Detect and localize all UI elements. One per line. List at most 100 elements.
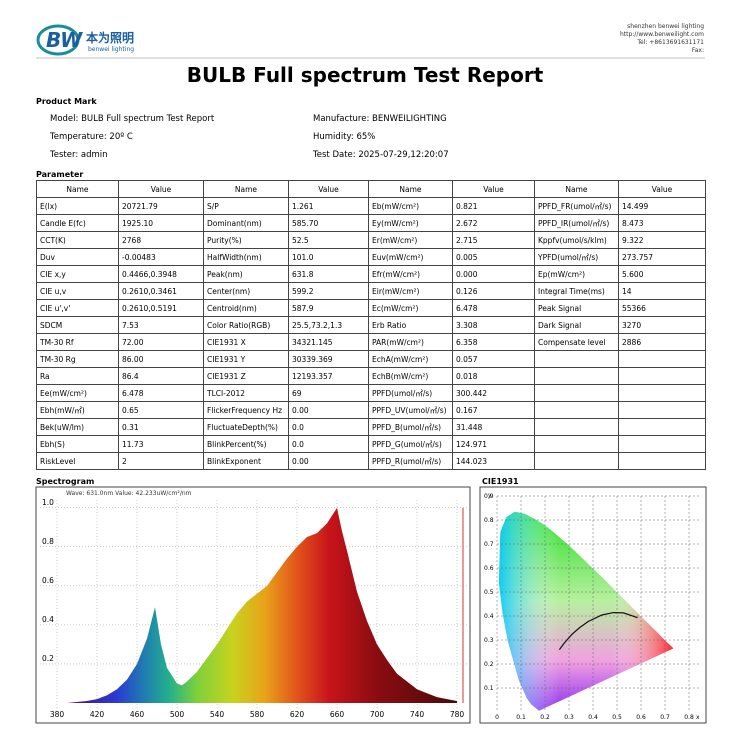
name-cell: Compensate level [534, 333, 619, 351]
value-cell: 0.167 [452, 401, 535, 419]
name-cell: EchA(mW/cm²) [368, 350, 453, 368]
value-cell: 9.322 [618, 231, 706, 249]
name-cell: Peak Signal [534, 299, 619, 317]
table-row: CCT(K) 2768 Purity(%) 52.5 Er(mW/cm²) 2.715 Kp… [36, 231, 706, 249]
value-cell: 3270 [618, 316, 706, 334]
name-cell: YPFD(umol/㎡/s) [534, 248, 619, 266]
x-tick-label: 0 [495, 714, 499, 721]
section-heading: CIE1931 [482, 477, 519, 486]
contact-line: shenzhen benwei lighting [627, 23, 704, 30]
value-cell: 3.308 [452, 316, 535, 334]
name-cell: PAR(mW/cm²) [368, 333, 453, 351]
name-cell: Duv [36, 248, 119, 266]
value-cell [618, 401, 706, 419]
value-cell [618, 367, 706, 385]
value-cell [618, 452, 706, 470]
section-heading: Product Mark [36, 97, 97, 106]
value-cell: 86.4 [118, 367, 204, 385]
value-cell: 273.757 [618, 248, 706, 266]
name-cell: Bek(uW/lm) [36, 418, 119, 436]
value-cell: 6.478 [452, 299, 535, 317]
value-cell: 0.000 [452, 265, 535, 283]
product-field: Humidity: 65% [313, 132, 375, 142]
value-cell: 585.70 [288, 214, 369, 232]
table-row: Ee(mW/cm²) 6.478 TLCI-2012 69 PPFD(umol/㎡/s)… [36, 384, 706, 402]
name-cell: Dominant(nm) [203, 214, 289, 232]
value-cell: 52.5 [288, 231, 369, 249]
x-tick-label: 700 [370, 710, 385, 719]
name-cell: Integral Time(ms) [534, 282, 619, 300]
y-tick-label: 0.2 [42, 654, 54, 663]
name-cell: TM-30 Rf [36, 333, 119, 351]
name-cell: Ep(mW/cm²) [534, 265, 619, 283]
name-cell: PPFD_R(umol/㎡/s) [368, 452, 453, 470]
x-tick-label: 0.4 [588, 714, 598, 721]
name-cell: Peak(nm) [203, 265, 289, 283]
column-header: Name [36, 180, 119, 198]
axis-label: x [696, 714, 700, 721]
name-cell: FlickerFrequency Hz [203, 401, 289, 419]
spectrum-area [57, 507, 457, 703]
value-cell: 0.00 [288, 452, 369, 470]
value-cell: 86.00 [118, 350, 204, 368]
table-row: CIE x,y 0.4466,0.3948 Peak(nm) 631.8 Efr(mW/… [36, 265, 706, 283]
name-cell: Efr(mW/cm²) [368, 265, 453, 283]
y-tick-label: 0.2 [484, 661, 494, 668]
value-cell: 0.4466,0.3948 [118, 265, 204, 283]
y-tick-label: 0.4 [42, 615, 54, 624]
section-heading: Parameter [36, 170, 83, 179]
value-cell: 0.31 [118, 418, 204, 436]
value-cell: 101.0 [288, 248, 369, 266]
name-cell: CCT(K) [36, 231, 119, 249]
name-cell: PPFD(umol/㎡/s) [368, 384, 453, 402]
value-cell: 7.53 [118, 316, 204, 334]
name-cell: Eir(mW/cm²) [368, 282, 453, 300]
contact-line: http://www.benweilight.com [620, 31, 704, 38]
table-row: Ebh(S) 11.73 BlinkPercent(%) 0.0 PPFD_G(umol… [36, 435, 706, 453]
name-cell [534, 384, 619, 402]
x-tick-label: 0.8 [684, 714, 694, 721]
column-header: Value [118, 180, 204, 198]
table-row: CIE u',v' 0.2610,0.5191 Centroid(nm) 587.9 E… [36, 299, 706, 317]
parameter-table: Name Value Name Value Name Value Name Value E(lx… [36, 180, 706, 470]
table-row: Duv -0.00483 HalfWidth(nm) 101.0 Euv(mW/cm²)… [36, 248, 706, 266]
y-tick-label: 0.7 [484, 541, 494, 548]
gamut-overlay [498, 511, 674, 711]
value-cell: 69 [288, 384, 369, 402]
value-cell: 0.2610,0.5191 [118, 299, 204, 317]
value-cell: 20721.79 [118, 197, 204, 215]
value-cell: 11.73 [118, 435, 204, 453]
x-tick-label: 0.6 [636, 714, 646, 721]
x-tick-label: 380 [50, 710, 65, 719]
contact-line: Fax: [692, 47, 704, 54]
logo-text: 本为照明 [86, 30, 134, 45]
x-tick-label: 420 [90, 710, 105, 719]
x-tick-label: 660 [330, 710, 345, 719]
name-cell: PPFD_FR(umol/㎡/s) [534, 197, 619, 215]
name-cell: Er(mW/cm²) [368, 231, 453, 249]
logo-ring [36, 24, 80, 56]
x-tick-label: 0.2 [540, 714, 550, 721]
x-tick-label: 460 [130, 710, 145, 719]
value-cell: 0.2610,0.3461 [118, 282, 204, 300]
value-cell: 0.0 [288, 435, 369, 453]
product-field: Tester: admin [49, 150, 108, 160]
name-cell: Dark Signal [534, 316, 619, 334]
report-title: BULB Full spectrum Test Report [187, 63, 544, 87]
planckian-locus [558, 611, 638, 650]
y-tick-label: 0.8 [484, 517, 494, 524]
value-cell: 25.5,73.2,1.3 [288, 316, 369, 334]
name-cell: Candle E(fc) [36, 214, 119, 232]
y-tick-label: 0.1 [484, 685, 494, 692]
x-tick-label: 620 [290, 710, 305, 719]
name-cell: BlinkPercent(%) [203, 435, 289, 453]
name-cell: Ey(mW/cm²) [368, 214, 453, 232]
value-cell: 2768 [118, 231, 204, 249]
name-cell: Ec(mW/cm²) [368, 299, 453, 317]
x-tick-label: 0.1 [516, 714, 526, 721]
value-cell: 55366 [618, 299, 706, 317]
x-tick-label: 740 [410, 710, 425, 719]
name-cell: PPFD_UV(umol/㎡/s) [368, 401, 453, 419]
value-cell: 14 [618, 282, 706, 300]
